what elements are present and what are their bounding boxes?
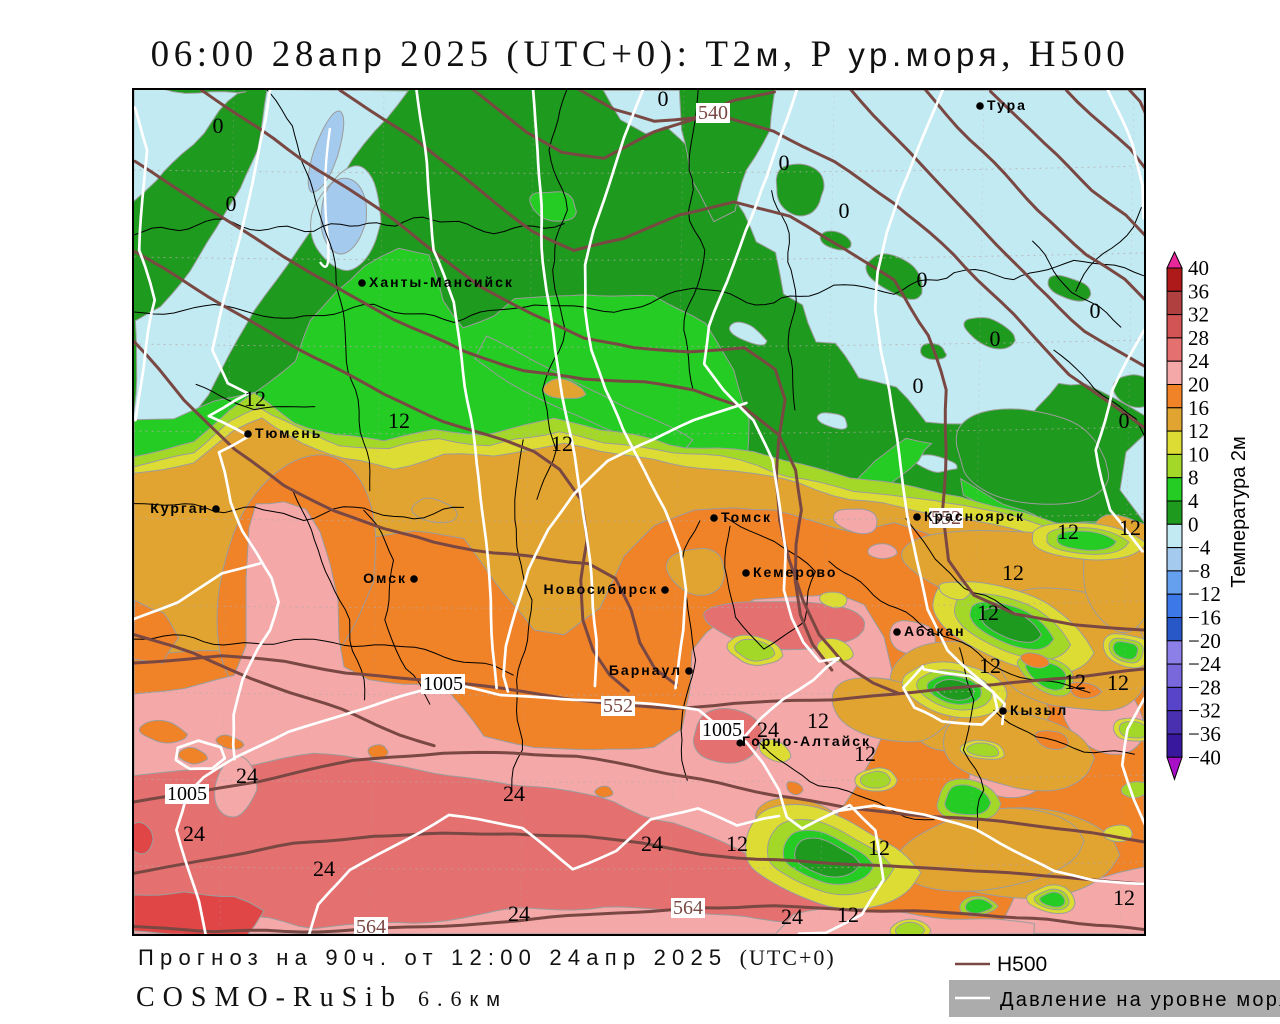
svg-text:12: 12 — [977, 600, 999, 625]
svg-text:−16: −16 — [1188, 606, 1221, 630]
svg-text:Красноярск: Красноярск — [924, 508, 1025, 524]
svg-text:36: 36 — [1188, 279, 1209, 303]
svg-text:Кызыл: Кызыл — [1010, 702, 1068, 718]
svg-text:1005: 1005 — [167, 783, 207, 805]
svg-text:12: 12 — [868, 835, 890, 860]
svg-text:Абакан: Абакан — [904, 623, 966, 639]
svg-text:Кемерово: Кемерово — [753, 564, 837, 580]
svg-text:24: 24 — [781, 904, 803, 929]
svg-text:0: 0 — [658, 90, 669, 111]
svg-text:16: 16 — [1188, 396, 1209, 420]
svg-text:12: 12 — [807, 708, 829, 733]
svg-text:0: 0 — [913, 373, 924, 398]
svg-text:12: 12 — [837, 902, 859, 927]
svg-text:0: 0 — [839, 198, 850, 223]
svg-text:12: 12 — [1002, 560, 1024, 585]
svg-text:−28: −28 — [1188, 675, 1221, 699]
svg-text:0: 0 — [1090, 298, 1101, 323]
svg-text:552: 552 — [931, 507, 961, 529]
svg-text:Давление на уровне моря: Давление на уровне моря — [1000, 989, 1280, 1011]
svg-text:0: 0 — [917, 267, 928, 292]
svg-text:Томск: Томск — [721, 509, 772, 525]
svg-text:Температура 2м: Температура 2м — [1228, 436, 1250, 588]
svg-text:−24: −24 — [1188, 652, 1221, 676]
svg-text:32: 32 — [1188, 303, 1209, 327]
svg-text:Тюмень: Тюмень — [255, 425, 322, 441]
svg-text:8: 8 — [1188, 466, 1199, 490]
svg-text:Новосибирск: Новосибирск — [544, 581, 658, 597]
svg-text:12: 12 — [551, 431, 573, 456]
svg-text:24: 24 — [183, 821, 205, 846]
svg-text:540: 540 — [698, 102, 728, 124]
svg-text:12: 12 — [1113, 885, 1135, 910]
svg-text:0: 0 — [990, 326, 1001, 351]
svg-text:40: 40 — [1188, 256, 1209, 280]
svg-text:−8: −8 — [1188, 559, 1210, 583]
svg-text:12: 12 — [1188, 419, 1209, 443]
svg-text:0: 0 — [213, 113, 224, 138]
svg-text:28: 28 — [1188, 326, 1209, 350]
svg-text:Ханты-Мансийск: Ханты-Мансийск — [369, 274, 514, 290]
svg-text:12: 12 — [388, 408, 410, 433]
svg-text:−12: −12 — [1188, 582, 1221, 606]
svg-text:552: 552 — [603, 695, 633, 717]
svg-text:12: 12 — [244, 386, 266, 411]
svg-text:12: 12 — [1107, 670, 1129, 695]
svg-text:−32: −32 — [1188, 699, 1221, 723]
svg-text:24: 24 — [503, 781, 525, 806]
svg-text:0: 0 — [1119, 408, 1130, 433]
svg-text:564: 564 — [673, 897, 703, 919]
svg-text:24: 24 — [508, 901, 530, 926]
svg-text:12: 12 — [854, 741, 876, 766]
svg-text:564: 564 — [356, 916, 386, 934]
svg-text:12: 12 — [1057, 519, 1079, 544]
svg-text:24: 24 — [641, 831, 663, 856]
svg-text:24: 24 — [313, 856, 335, 881]
svg-text:24: 24 — [236, 763, 258, 788]
svg-text:0: 0 — [1188, 512, 1199, 536]
svg-text:12: 12 — [1119, 515, 1141, 540]
svg-text:0: 0 — [226, 191, 237, 216]
svg-text:Барнаул: Барнаул — [609, 662, 682, 678]
svg-text:H500: H500 — [997, 953, 1047, 976]
svg-text:−20: −20 — [1188, 629, 1221, 653]
svg-text:24: 24 — [757, 717, 779, 742]
svg-text:0: 0 — [779, 150, 790, 175]
svg-text:24: 24 — [1188, 349, 1210, 373]
svg-text:1005: 1005 — [423, 673, 463, 695]
svg-text:−40: −40 — [1188, 745, 1221, 769]
svg-text:Горно-Алтайск: Горно-Алтайск — [742, 733, 871, 749]
svg-text:12: 12 — [979, 653, 1001, 678]
svg-text:1005: 1005 — [702, 719, 742, 741]
svg-text:20: 20 — [1188, 373, 1209, 397]
svg-text:−4: −4 — [1188, 536, 1211, 560]
svg-text:Омск: Омск — [363, 570, 407, 586]
svg-text:4: 4 — [1188, 489, 1199, 513]
svg-text:12: 12 — [726, 831, 748, 856]
svg-text:Курган: Курган — [150, 500, 209, 516]
svg-text:12: 12 — [1064, 669, 1086, 694]
svg-text:−36: −36 — [1188, 722, 1221, 746]
svg-text:10: 10 — [1188, 442, 1209, 466]
svg-text:Тура: Тура — [987, 97, 1027, 113]
